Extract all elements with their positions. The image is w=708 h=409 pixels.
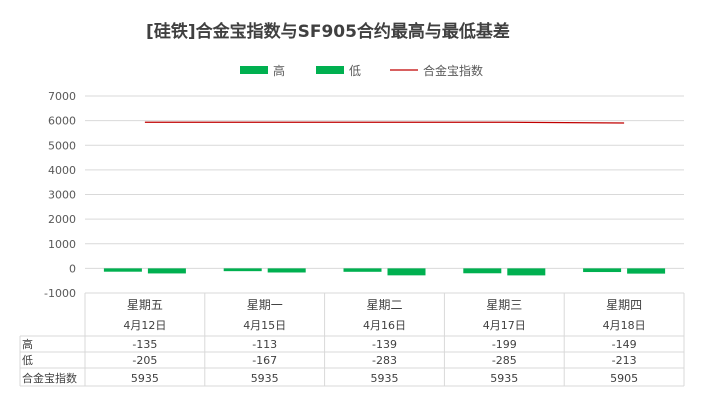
chart-title: [硅铁]合金宝指数与SF905合约最高与最低基差: [146, 21, 510, 42]
y-tick-label: 4000: [48, 164, 76, 177]
category-label: 星期五: [127, 298, 163, 312]
bar-低: [387, 268, 426, 276]
y-tick-label: 0: [69, 262, 76, 275]
bar-高: [223, 268, 262, 272]
date-label: 4月16日: [363, 319, 406, 332]
y-tick-label: -1000: [44, 287, 76, 300]
legend-swatch: [240, 66, 268, 74]
table-cell: 5935: [131, 372, 159, 385]
table-cell: -139: [372, 338, 397, 351]
table-row-label: 合金宝指数: [22, 371, 77, 385]
table-cell: 5935: [251, 372, 279, 385]
legend-label: 合金宝指数: [423, 63, 483, 78]
category-label: 星期三: [486, 298, 522, 312]
bar-高: [463, 268, 502, 274]
table-row-label: 低: [22, 354, 33, 367]
y-tick-label: 3000: [48, 189, 76, 202]
line-series: [144, 121, 625, 124]
bar-低: [507, 268, 546, 276]
y-tick-label: 7000: [48, 90, 76, 103]
table-cell: -113: [252, 338, 277, 351]
table-row-label: 高: [22, 337, 33, 351]
gridlines: [85, 95, 684, 294]
category-label: 星期四: [606, 298, 642, 312]
legend-swatch: [316, 66, 344, 74]
table-cell: -149: [612, 338, 637, 351]
table-cell: 5935: [490, 372, 518, 385]
date-label: 4月17日: [483, 319, 526, 332]
category-label: 星期一: [247, 298, 283, 312]
y-tick-label: 1000: [48, 238, 76, 251]
bar-高: [103, 268, 142, 272]
y-tick-label: 6000: [48, 115, 76, 128]
bar-低: [267, 268, 306, 273]
table-cell: -199: [492, 338, 517, 351]
table-cell: 5935: [371, 372, 399, 385]
date-label: 4月18日: [603, 319, 646, 332]
index-line: [144, 121, 625, 124]
table-cell: -283: [372, 354, 397, 367]
bar-高: [583, 268, 622, 273]
y-tick-label: 2000: [48, 213, 76, 226]
category-label: 星期二: [366, 298, 402, 312]
table-cell: -213: [612, 354, 637, 367]
table-cell: -167: [252, 354, 277, 367]
table-cell: 5905: [610, 372, 638, 385]
table-cell: -135: [132, 338, 157, 351]
y-tick-label: 5000: [48, 139, 76, 152]
legend-label: 高: [273, 63, 285, 78]
bar-低: [147, 268, 186, 274]
y-axis: 7000 6000 5000 4000 3000 2000 1000 0 -1000: [44, 90, 76, 300]
date-label: 4月12日: [123, 319, 166, 332]
date-label: 4月15日: [243, 319, 286, 332]
table-cell: -205: [132, 354, 157, 367]
bars: [103, 268, 666, 276]
table-cell: -285: [492, 354, 517, 367]
data-table: 星期五 4月12日 星期一 4月15日 星期二 4月16日 星期三 4月17日 星期四 4月18日…: [19, 292, 685, 387]
bar-高: [343, 268, 382, 272]
bar-低: [627, 268, 666, 274]
legend-label: 低: [349, 64, 361, 78]
legend: 高 低 合金宝指数: [240, 63, 483, 78]
